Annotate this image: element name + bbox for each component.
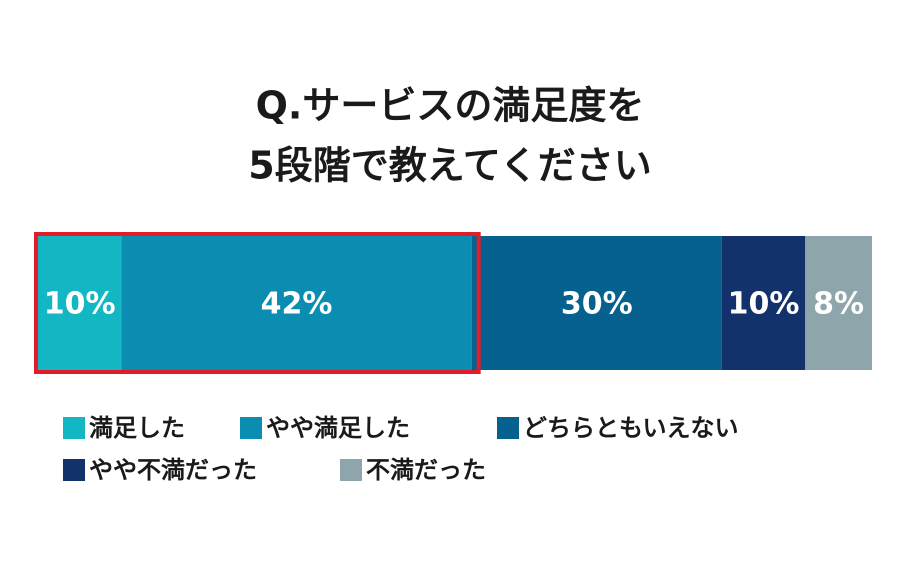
highlight-box	[34, 232, 481, 374]
bar-segment	[805, 236, 872, 370]
legend-swatch	[497, 417, 519, 439]
bar-segment	[721, 236, 806, 370]
legend-label: どちらともいえない	[523, 414, 739, 442]
legend-swatch	[240, 417, 262, 439]
legend-swatch	[340, 459, 362, 481]
chart-title: Q.サービスの満足度を	[256, 84, 645, 128]
bar-segment	[38, 236, 122, 370]
bar-segment	[121, 236, 472, 370]
value-label: 30%	[561, 287, 633, 322]
value-label: 42%	[261, 287, 333, 322]
legend-label: やや不満だった	[89, 456, 257, 484]
legend-label: やや満足した	[266, 414, 410, 442]
value-label: 8%	[813, 287, 864, 322]
value-label: 10%	[44, 287, 116, 322]
legend-label: 満足した	[89, 414, 185, 442]
legend-swatch	[63, 417, 85, 439]
legend-swatch	[63, 459, 85, 481]
chart-title: 5段階で教えてください	[248, 144, 651, 188]
value-label: 10%	[728, 287, 800, 322]
legend-label: 不満だった	[366, 456, 486, 484]
bar-segment	[471, 236, 722, 370]
